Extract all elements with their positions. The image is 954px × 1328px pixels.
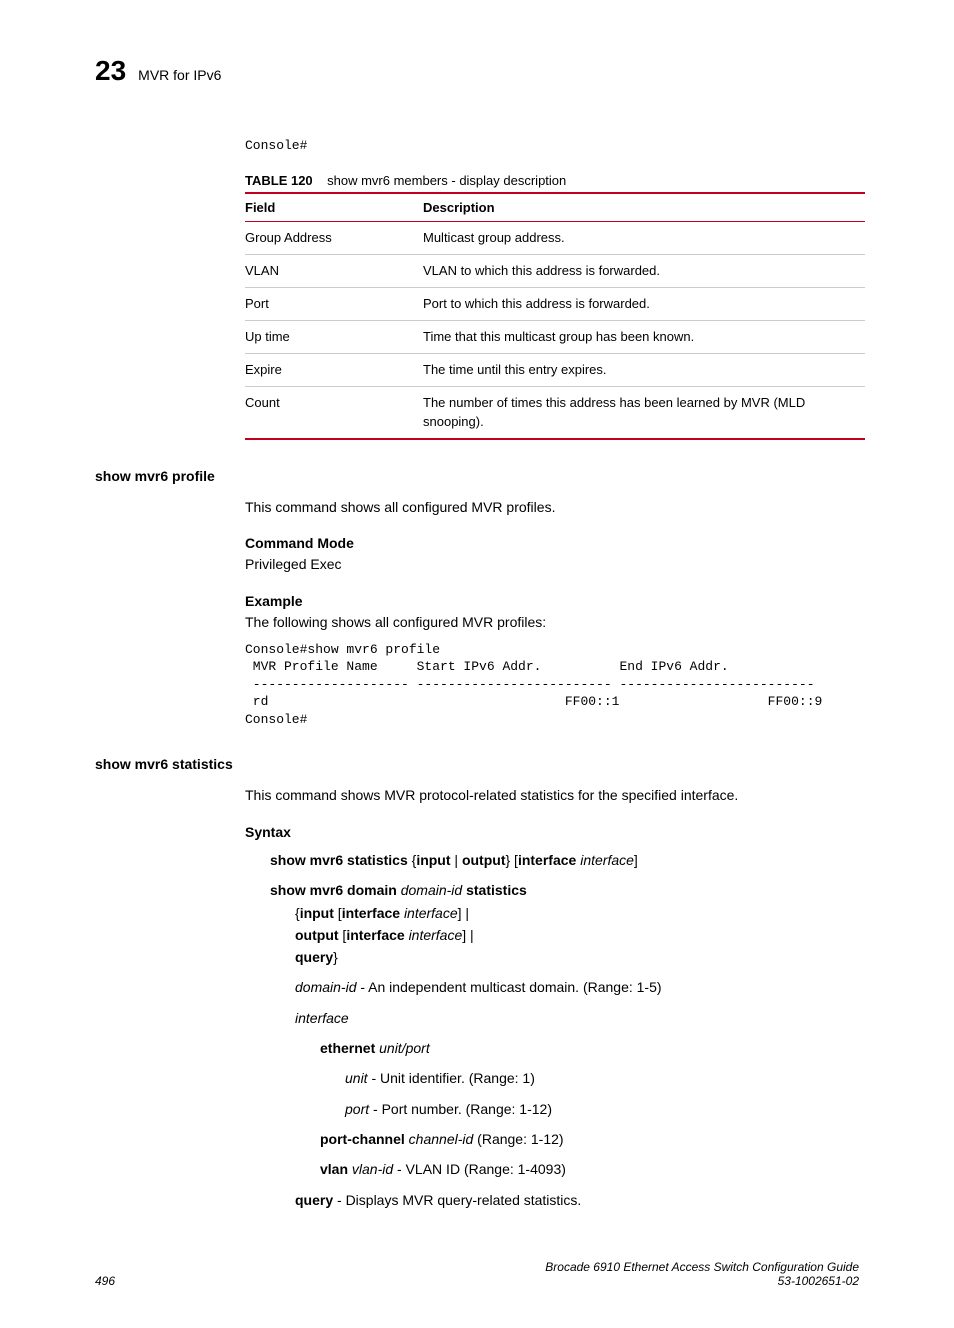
table-row: CountThe number of times this address ha… <box>245 387 865 439</box>
param-text: domain-id <box>295 979 356 995</box>
cell-desc: The time until this entry expires. <box>423 354 865 387</box>
syntax-block: show mvr6 statistics {input | output} [i… <box>270 850 859 1210</box>
param-line: domain-id - An independent multicast dom… <box>295 977 859 997</box>
param-text: - Unit identifier. (Range: 1) <box>368 1070 535 1086</box>
param-text: - An independent multicast domain. (Rang… <box>356 979 661 995</box>
param-text: port-channel <box>320 1131 405 1147</box>
param-text: port <box>406 1040 430 1056</box>
syntax-text: interface <box>580 852 634 868</box>
param-text: - Displays MVR query-related statistics. <box>333 1192 581 1208</box>
cell-field: Up time <box>245 321 423 354</box>
table-row: PortPort to which this address is forwar… <box>245 287 865 320</box>
syntax-text: query <box>295 949 333 965</box>
cell-desc: The number of times this address has bee… <box>423 387 865 439</box>
doc-number: 53-1002651-02 <box>545 1274 859 1288</box>
statistics-intro: This command shows MVR protocol-related … <box>245 786 859 806</box>
syntax-text: output <box>295 927 339 943</box>
syntax-text: show mvr6 statistics <box>270 852 408 868</box>
col-header-desc: Description <box>423 193 865 222</box>
param-text: vlan-id <box>352 1161 393 1177</box>
syntax-text: show mvr6 domain <box>270 882 397 898</box>
cell-desc: Multicast group address. <box>423 221 865 254</box>
section-heading-statistics: show mvr6 statistics <box>95 756 859 772</box>
page-header: 23 MVR for IPv6 <box>95 55 859 87</box>
syntax-line: show mvr6 domain domain-id statistics <box>270 880 859 900</box>
example-code: Console#show mvr6 profile MVR Profile Na… <box>245 641 859 729</box>
table-caption-text: show mvr6 members - display description <box>327 173 566 188</box>
table-row: VLANVLAN to which this address is forwar… <box>245 254 865 287</box>
syntax-line: show mvr6 statistics {input | output} [i… <box>270 850 859 870</box>
param-line: ethernet unit/port <box>320 1038 859 1058</box>
param-text: - VLAN ID (Range: 1-4093) <box>393 1161 566 1177</box>
example-intro: The following shows all configured MVR p… <box>245 613 859 633</box>
syntax-text: statistics <box>466 882 527 898</box>
param-line: interface <box>295 1008 859 1028</box>
doc-title: Brocade 6910 Ethernet Access Switch Conf… <box>545 1260 859 1274</box>
page-number: 496 <box>95 1274 115 1288</box>
cell-desc: Time that this multicast group has been … <box>423 321 865 354</box>
syntax-line: query} <box>295 947 859 967</box>
cell-field: Expire <box>245 354 423 387</box>
param-text: ethernet <box>320 1040 375 1056</box>
syntax-text: input <box>300 905 334 921</box>
param-text: - Port number. (Range: 1-12) <box>369 1101 552 1117</box>
command-mode-label: Command Mode <box>245 535 859 551</box>
syntax-text: domain-id <box>401 882 462 898</box>
table-row: Group AddressMulticast group address. <box>245 221 865 254</box>
param-text: channel-id <box>409 1131 474 1147</box>
table-label: TABLE 120 <box>245 173 313 188</box>
param-text: unit <box>379 1040 402 1056</box>
section-heading-profile: show mvr6 profile <box>95 468 859 484</box>
table-caption: TABLE 120 show mvr6 members - display de… <box>245 173 859 188</box>
cell-desc: VLAN to which this address is forwarded. <box>423 254 865 287</box>
param-text: interface <box>295 1010 349 1026</box>
syntax-text: output <box>462 852 506 868</box>
cell-field: Group Address <box>245 221 423 254</box>
param-text: (Range: 1-12) <box>473 1131 563 1147</box>
param-text: port <box>345 1101 369 1117</box>
table-row: ExpireThe time until this entry expires. <box>245 354 865 387</box>
syntax-text: [ <box>334 905 342 921</box>
syntax-text: interface <box>342 905 400 921</box>
example-label: Example <box>245 593 859 609</box>
profile-intro: This command shows all configured MVR pr… <box>245 498 859 518</box>
syntax-text: interface <box>518 852 576 868</box>
syntax-label: Syntax <box>245 824 859 840</box>
param-line: port-channel channel-id (Range: 1-12) <box>320 1129 859 1149</box>
syntax-text: ] | <box>458 905 469 921</box>
syntax-text: interface <box>409 927 463 943</box>
console-prompt: Console# <box>245 137 859 155</box>
syntax-text: interface <box>346 927 404 943</box>
syntax-line: {input [interface interface] | <box>295 903 859 923</box>
param-line: unit - Unit identifier. (Range: 1) <box>345 1068 859 1088</box>
footer-right: Brocade 6910 Ethernet Access Switch Conf… <box>545 1260 859 1288</box>
chapter-title: MVR for IPv6 <box>138 67 221 83</box>
syntax-text: } <box>333 949 338 965</box>
param-line: port - Port number. (Range: 1-12) <box>345 1099 859 1119</box>
cell-field: Count <box>245 387 423 439</box>
param-text: query <box>295 1192 333 1208</box>
page-container: 23 MVR for IPv6 Console# TABLE 120 show … <box>0 0 954 1328</box>
members-table: Field Description Group AddressMulticast… <box>245 192 865 440</box>
syntax-text: input <box>416 852 450 868</box>
syntax-text: ] | <box>462 927 473 943</box>
syntax-text: | <box>451 852 462 868</box>
param-text: vlan <box>320 1161 348 1177</box>
page-footer: 496 Brocade 6910 Ethernet Access Switch … <box>95 1260 859 1288</box>
syntax-text: } [ <box>505 852 517 868</box>
param-text: unit <box>345 1070 368 1086</box>
table-row: Up timeTime that this multicast group ha… <box>245 321 865 354</box>
param-line: query - Displays MVR query-related stati… <box>295 1190 859 1210</box>
param-line: vlan vlan-id - VLAN ID (Range: 1-4093) <box>320 1159 859 1179</box>
syntax-text: interface <box>404 905 458 921</box>
cell-desc: Port to which this address is forwarded. <box>423 287 865 320</box>
chapter-number: 23 <box>95 55 126 87</box>
cell-field: VLAN <box>245 254 423 287</box>
syntax-line: output [interface interface] | <box>295 925 859 945</box>
syntax-text: ] <box>634 852 638 868</box>
col-header-field: Field <box>245 193 423 222</box>
command-mode-value: Privileged Exec <box>245 555 859 575</box>
cell-field: Port <box>245 287 423 320</box>
